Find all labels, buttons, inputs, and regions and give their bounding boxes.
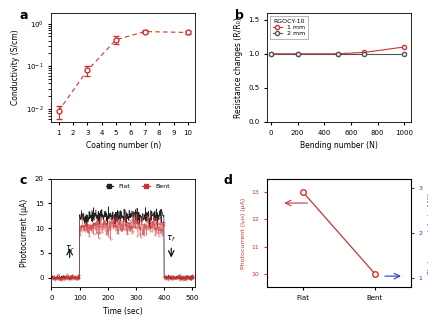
X-axis label: Coating number (n): Coating number (n)	[86, 141, 161, 150]
Text: a: a	[20, 9, 28, 22]
X-axis label: Time (sec): Time (sec)	[104, 307, 143, 316]
Line: Bent: Bent	[51, 213, 194, 281]
Flat	[89, 208, 95, 212]
Bent	[181, 278, 186, 282]
Y-axis label: Resistance changes (R/R₀): Resistance changes (R/R₀)	[234, 17, 243, 118]
Flat	[49, 274, 54, 278]
Bent	[131, 211, 136, 215]
Bent	[171, 276, 176, 280]
Legend: 1 mm, 2 mm: 1 mm, 2 mm	[270, 16, 308, 39]
Text: $\tau_f$: $\tau_f$	[166, 234, 176, 244]
Flat	[171, 276, 176, 280]
Flat	[191, 275, 196, 279]
Text: d: d	[224, 174, 233, 187]
Flat	[188, 278, 193, 282]
Bent	[89, 230, 95, 234]
X-axis label: Bending number (N): Bending number (N)	[300, 141, 378, 150]
Bent	[98, 225, 103, 229]
Bent	[92, 222, 97, 225]
Bent	[191, 275, 196, 279]
Bent	[71, 277, 76, 281]
Y-axis label: Photocurrent (Iₚʜ) (μA): Photocurrent (Iₚʜ) (μA)	[241, 197, 246, 269]
Flat	[71, 276, 76, 280]
Text: $\tau_r$: $\tau_r$	[65, 243, 74, 254]
Y-axis label: Conductivity (S/cm): Conductivity (S/cm)	[12, 30, 21, 105]
Y-axis label: Photocurrent (μA): Photocurrent (μA)	[20, 199, 29, 267]
Bent	[86, 227, 91, 231]
Flat	[106, 205, 111, 209]
Text: b: b	[235, 9, 244, 22]
Flat	[92, 214, 97, 218]
Line: Flat: Flat	[51, 207, 193, 280]
Text: c: c	[20, 174, 27, 187]
Flat	[98, 209, 103, 213]
Bent	[49, 276, 54, 279]
Flat	[86, 218, 91, 222]
Legend: Flat, Bent: Flat, Bent	[104, 182, 172, 191]
